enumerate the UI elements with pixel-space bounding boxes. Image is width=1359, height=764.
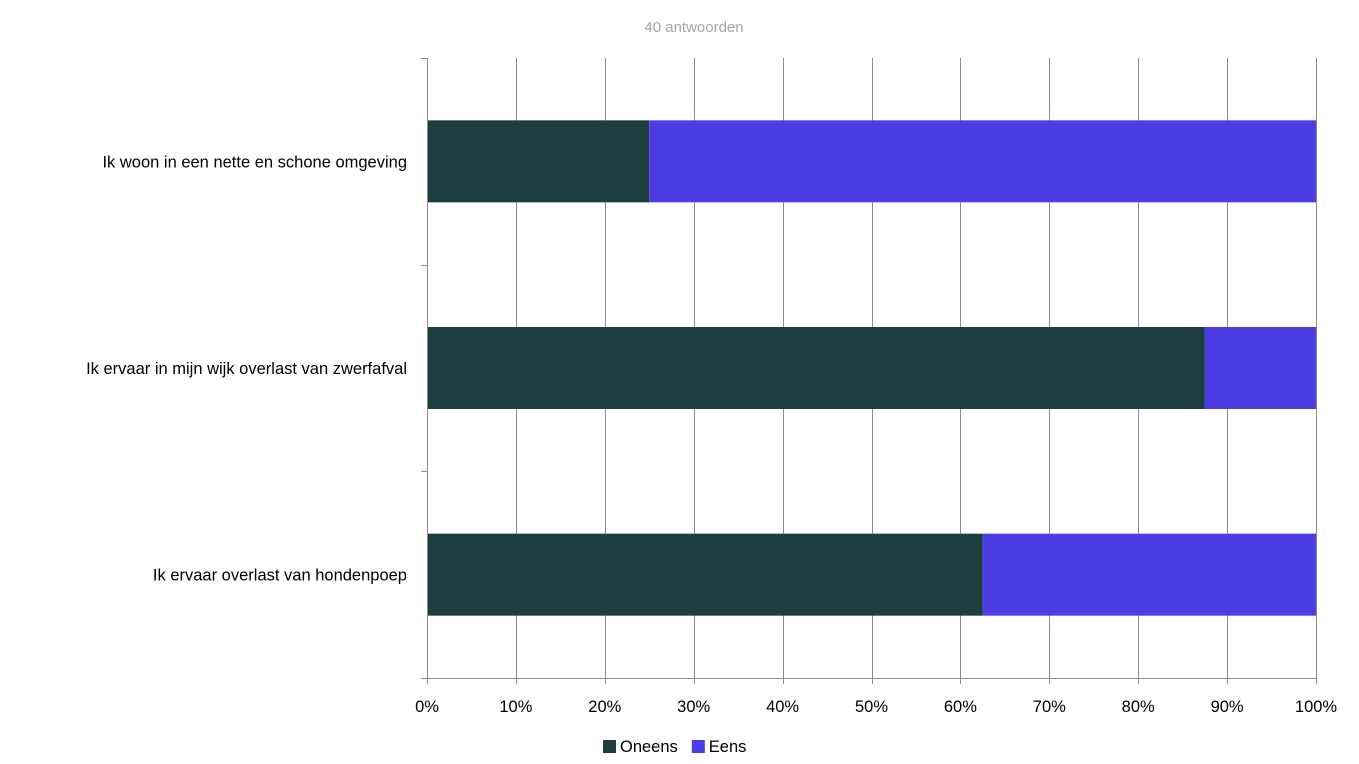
x-tick-label: 70% [1033, 698, 1066, 716]
legend-swatch-oneens [603, 740, 616, 753]
bar-oneens-3 [427, 533, 983, 616]
bars [427, 120, 1316, 616]
category-label: Ik woon in een nette en schone omgeving [102, 153, 407, 171]
x-tick-label: 50% [855, 698, 888, 716]
x-tick-label: 0% [415, 698, 439, 716]
legend-label-oneens: Oneens [620, 738, 678, 756]
bar-eens-3 [982, 533, 1316, 616]
legend: Oneens Eens [603, 738, 746, 756]
x-tick-label: 100% [1295, 698, 1338, 716]
x-tick-label: 20% [588, 698, 621, 716]
bar-eens-1 [649, 120, 1316, 203]
chart-subtitle: 40 antwoorden [644, 19, 743, 36]
x-tick-label: 90% [1211, 698, 1244, 716]
category-label: Ik ervaar overlast van hondenpoep [153, 567, 407, 585]
x-tick-label: 30% [677, 698, 710, 716]
bar-eens-2 [1204, 327, 1316, 409]
legend-swatch-eens [691, 740, 705, 753]
x-tick-labels: 0% 10% 20% 30% 40% 50% 60% 70% 80% 90% 100% [415, 698, 1337, 716]
category-label: Ik ervaar in mijn wijk overlast van zwer… [86, 360, 407, 378]
category-labels: Ik woon in een nette en schone omgeving I… [86, 153, 407, 584]
axes [421, 58, 1317, 684]
x-tick-label: 10% [499, 698, 532, 716]
x-tick-label: 60% [944, 698, 977, 716]
x-tick-label: 80% [1122, 698, 1155, 716]
bar-oneens-1 [427, 120, 650, 203]
legend-label-eens: Eens [709, 738, 747, 756]
x-tick-label: 40% [766, 698, 799, 716]
bar-oneens-2 [427, 327, 1205, 409]
